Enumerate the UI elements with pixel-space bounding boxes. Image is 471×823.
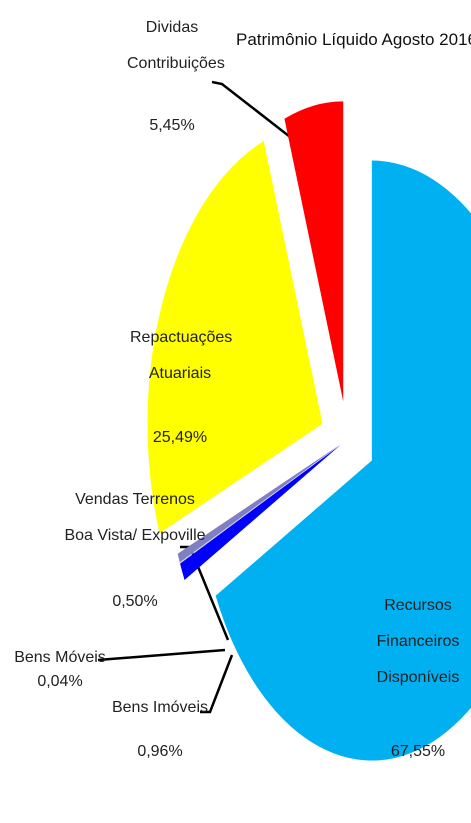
slice-value-label: 0,50% [112,593,158,610]
slice-label: Bens Móveis [14,649,106,666]
chart-title: Patrimônio Líquido Agosto 2016 [236,30,471,49]
slice-label: Bens Imóveis [111,699,209,716]
slice-value-label: 0,04% [37,673,83,690]
pie-slice [180,444,341,580]
slice-label: Dividas Contribuições [127,19,225,72]
pie-slice [177,444,341,563]
slice-label: Repactuações Atuariais [130,329,233,382]
pie-slice [215,160,471,761]
slice-label: Vendas Terrenos Boa Vista/ Expoville [64,491,206,544]
pie [147,101,471,761]
pie-slice [179,444,341,564]
slice-value-label: 5,45% [149,117,195,134]
slice-value-label: 25,49% [152,429,208,446]
slice-label: Recursos Financeiros Disponíveis [376,597,460,686]
slice-value-label: 0,96% [137,743,183,760]
slice-value-label: 67,55% [390,743,446,760]
leader-line [97,648,226,662]
pie-slice [284,101,344,402]
leader-line [200,654,234,714]
pie-slice [147,141,323,534]
